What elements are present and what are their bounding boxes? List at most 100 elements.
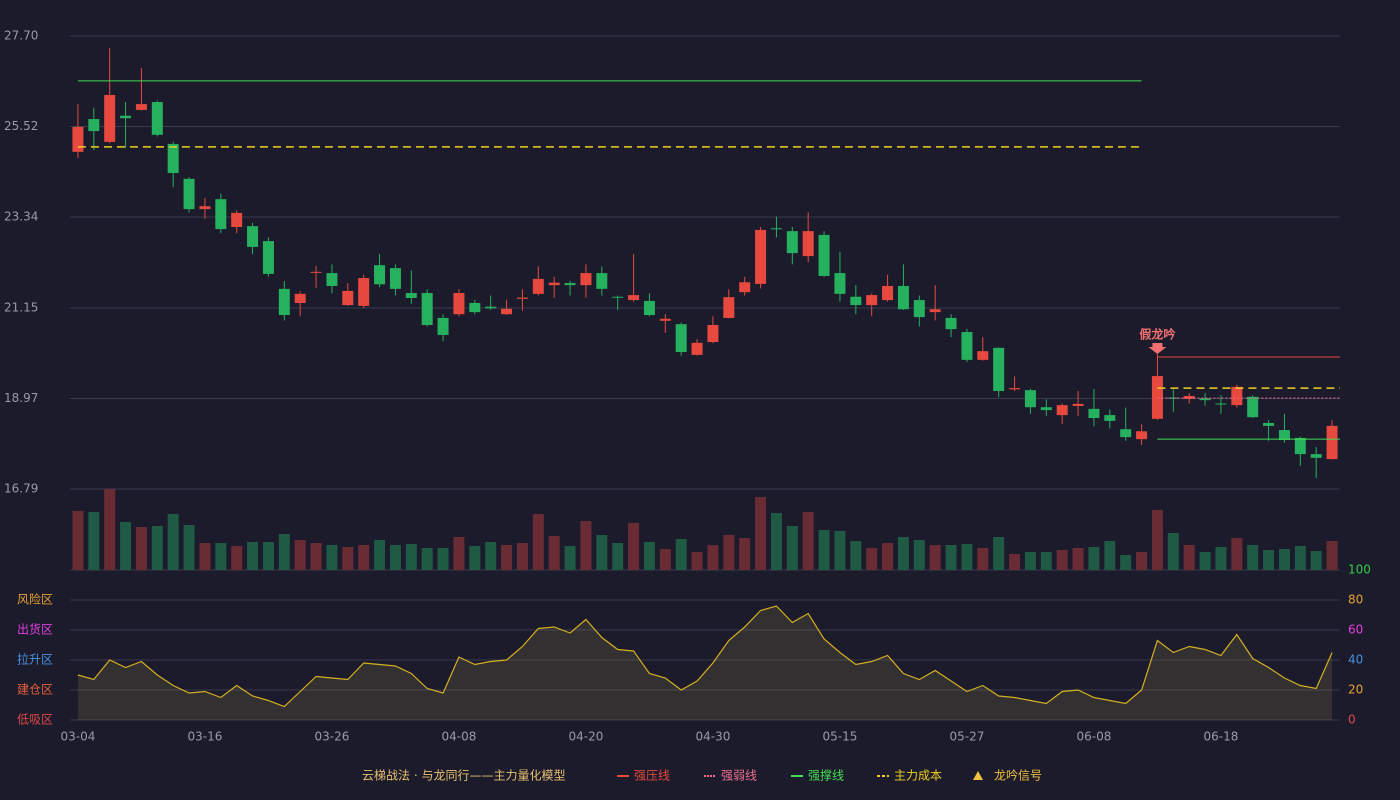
y2-tick-label: 100 — [1348, 563, 1371, 577]
candle-body — [135, 104, 147, 110]
volume-bar — [1215, 547, 1227, 570]
volume-bar — [104, 489, 116, 570]
volume-bar — [183, 525, 195, 570]
candle-body — [1183, 395, 1195, 399]
volume-bar — [1183, 545, 1195, 570]
volume-bar — [485, 542, 497, 570]
candle-body — [659, 318, 671, 321]
legend-label: 龙吟信号 — [994, 768, 1042, 783]
zone-label: 风险区 — [17, 592, 53, 607]
candle-body — [405, 293, 417, 299]
y-tick-label: 21.15 — [4, 300, 38, 314]
volume-bar — [135, 527, 147, 570]
candle-body — [628, 295, 640, 301]
candle-body — [961, 332, 973, 360]
indicator-line — [77, 605, 1333, 708]
candle-body — [834, 273, 846, 294]
volume-bar — [1231, 538, 1243, 570]
candle-body — [850, 296, 862, 306]
candle-body — [1088, 408, 1100, 418]
volume-bar — [913, 540, 925, 570]
volume-bar — [707, 545, 719, 570]
y2-tick-label: 40 — [1348, 653, 1363, 667]
candle-body — [231, 212, 243, 227]
y2-tick-label: 20 — [1348, 683, 1363, 697]
candle-body — [1294, 437, 1306, 455]
volume-bar — [389, 545, 401, 570]
candle-body — [1278, 430, 1290, 441]
candle-body — [247, 226, 259, 247]
volume-bar — [215, 543, 227, 570]
candle-body — [374, 265, 386, 285]
volume-bar — [866, 548, 878, 570]
volume-bar — [786, 526, 798, 570]
volume-bar — [770, 513, 782, 570]
candle-body — [897, 285, 909, 310]
candle-body — [1009, 388, 1021, 390]
candle-body — [929, 309, 941, 313]
volume-bar — [421, 548, 433, 570]
volume-bar — [326, 545, 338, 570]
volume-bar — [1072, 548, 1084, 570]
volume-bar — [961, 544, 973, 570]
volume-bar — [945, 545, 957, 570]
candle-body — [977, 351, 989, 360]
volume-bar — [850, 541, 862, 570]
volume-bar — [1024, 552, 1036, 570]
volume-bar — [501, 545, 513, 570]
candle-body — [1040, 407, 1052, 411]
x-tick-label: 04-30 — [696, 730, 731, 744]
candle-body — [501, 308, 513, 315]
y-tick-label: 18.97 — [4, 391, 38, 405]
candle-body — [358, 278, 370, 306]
y-tick-label: 27.70 — [4, 29, 38, 43]
x-tick-label: 05-27 — [950, 730, 985, 744]
volume-bar — [1199, 552, 1211, 570]
candle-body — [1151, 376, 1163, 419]
candle-body — [913, 300, 925, 318]
candle-body — [580, 273, 592, 286]
volume-bar — [1136, 552, 1148, 570]
x-tick-label: 03-04 — [61, 730, 96, 744]
y2-tick-label: 80 — [1348, 593, 1363, 607]
volume-bar — [691, 552, 703, 570]
volume-bar — [1326, 541, 1338, 570]
candle-body — [945, 317, 957, 330]
volume-bar — [247, 542, 259, 570]
candle-body — [564, 283, 576, 286]
volume-bar — [1167, 533, 1179, 570]
volume-bar — [1247, 545, 1259, 570]
candle-body — [1310, 454, 1322, 458]
volume-bar — [818, 530, 830, 570]
candle-body — [167, 143, 179, 174]
candle-body — [1263, 422, 1275, 426]
volume-bar — [1056, 550, 1068, 570]
volume-bar — [167, 514, 179, 570]
candle-body — [723, 297, 735, 318]
x-tick-label: 04-20 — [569, 730, 604, 744]
volume-bar — [596, 535, 608, 570]
volume-bar — [1009, 554, 1021, 570]
candle-body — [183, 178, 195, 210]
candle-body — [1215, 403, 1227, 405]
candle-body — [421, 293, 433, 325]
volume-bar — [437, 548, 449, 570]
x-tick-label: 05-15 — [823, 730, 858, 744]
legend-label: 强弱线 — [721, 769, 757, 783]
volume-bar — [675, 539, 687, 570]
candle-body — [1231, 386, 1243, 406]
volume-bar — [72, 511, 84, 570]
volume-bar — [897, 537, 909, 570]
candle-body — [199, 206, 211, 210]
candle-body — [532, 278, 544, 294]
candle-body — [310, 271, 322, 273]
volume-bar — [294, 540, 306, 570]
zone-label: 低吸区 — [17, 713, 53, 727]
y2-tick-label: 60 — [1348, 623, 1363, 637]
legend-symbol — [973, 771, 983, 780]
volume-bar — [723, 535, 735, 570]
volume-bar — [580, 521, 592, 570]
volume-bar — [516, 543, 528, 570]
candle-body — [1326, 425, 1338, 460]
